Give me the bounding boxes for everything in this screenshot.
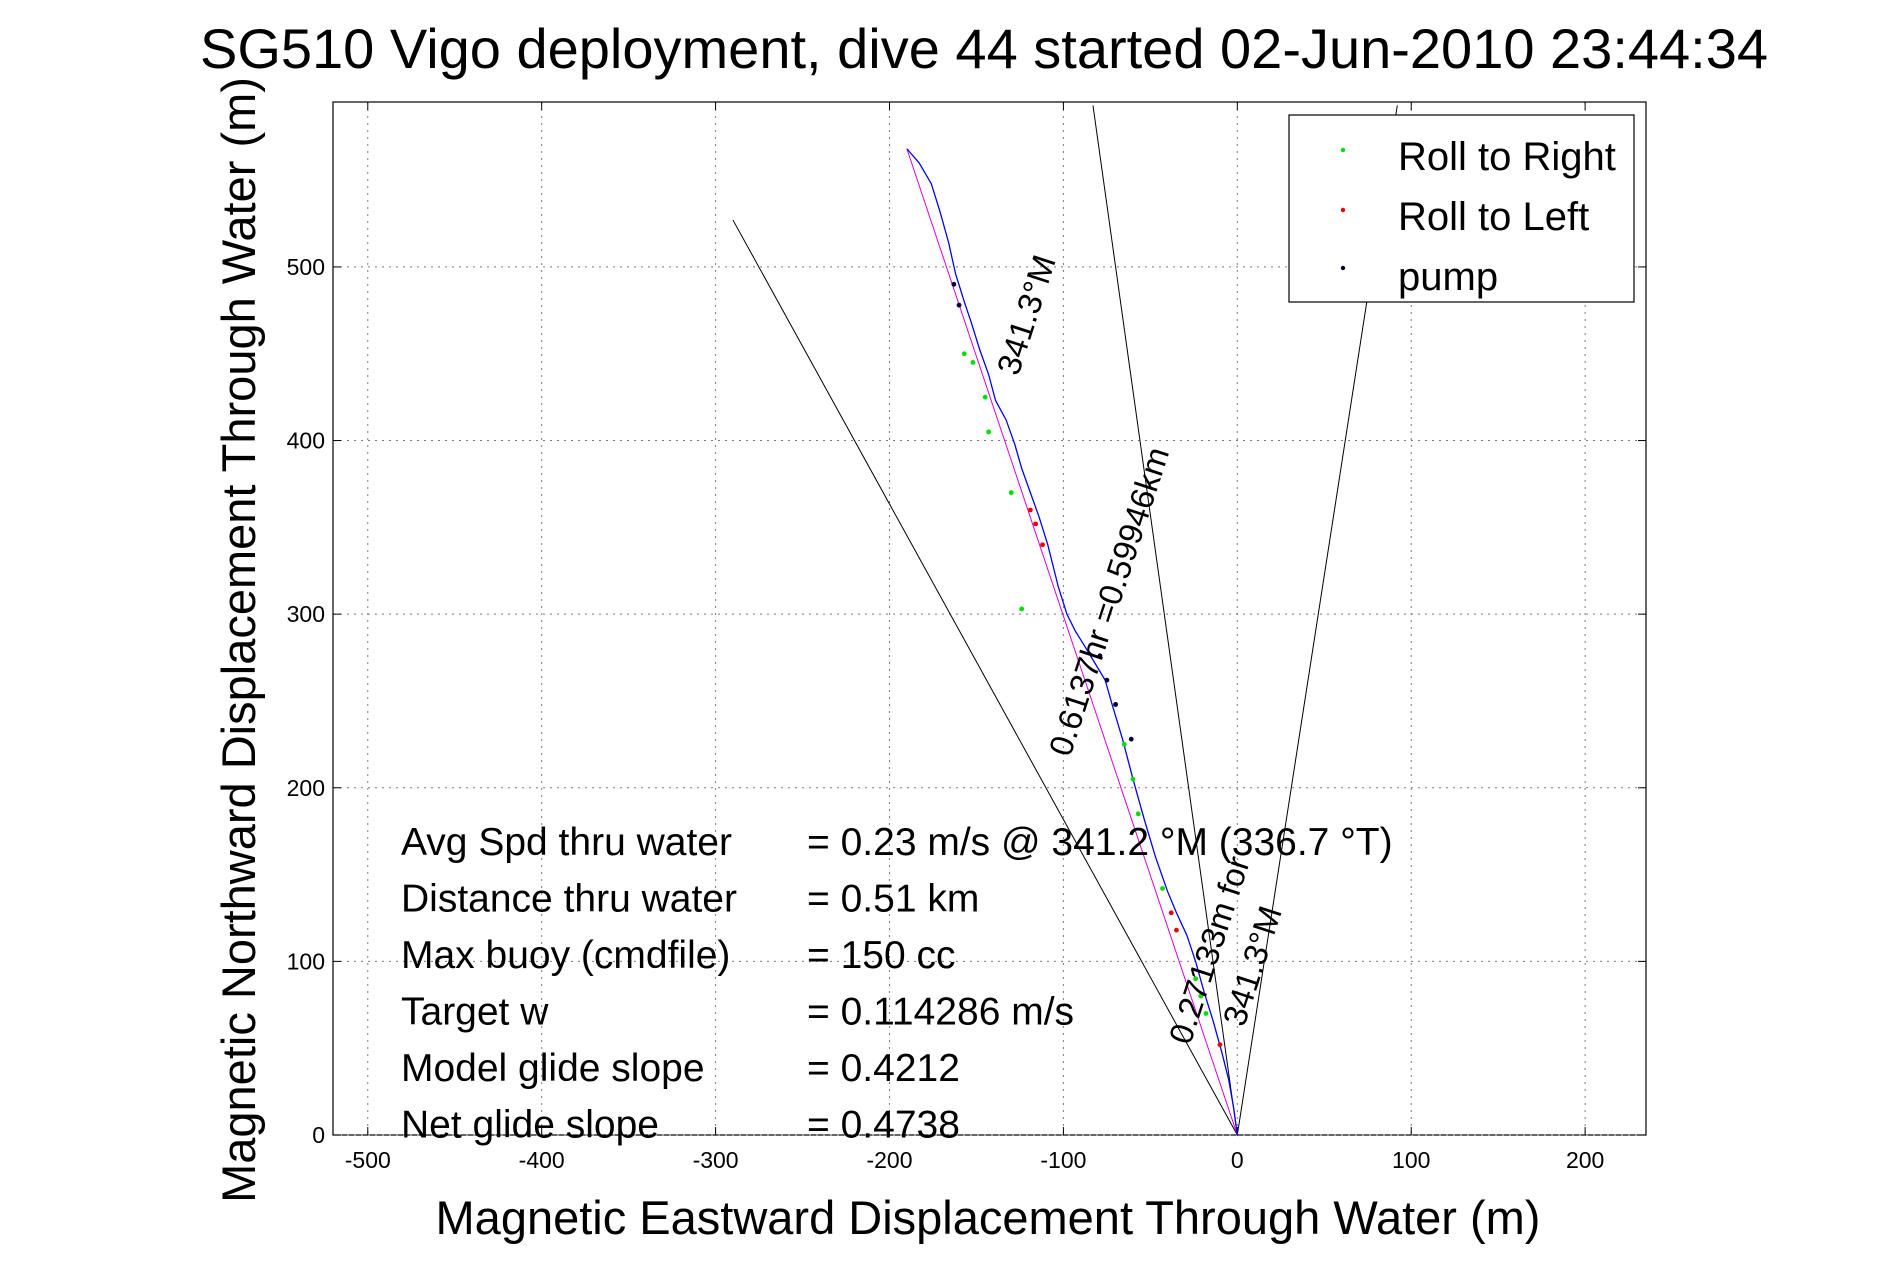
roll-left-marker (1040, 542, 1045, 548)
axis-ticks: -500 -400 -300 -200 -100 0 100 200 0 100 200 300 400… (287, 102, 1646, 1173)
roll-markers (951, 281, 1223, 1048)
stat-value: = 150 cc (807, 934, 956, 977)
y-tick-label: 300 (287, 601, 325, 627)
stats-block: Avg Spd thru water = 0.23 m/s @ 341.2 °M … (401, 821, 1393, 1147)
x-tick-label: 200 (1566, 1147, 1604, 1173)
roll-right-marker (1008, 490, 1014, 496)
x-axis-label: Magnetic Eastward Displacement Through W… (436, 1191, 1541, 1244)
x-tick-label: -400 (519, 1147, 565, 1173)
x-tick-label: -300 (693, 1147, 739, 1173)
series-lines (732, 105, 1398, 1137)
roll-left-marker (1217, 1042, 1223, 1048)
roll-left-marker (1033, 521, 1038, 527)
stat-value: = 0.4212 (807, 1047, 960, 1090)
roll-right-marker (961, 351, 967, 357)
stat-value: = 0.4738 (807, 1104, 960, 1147)
pump-marker (951, 281, 957, 287)
y-tick-label: 400 (287, 428, 325, 454)
pump-marker (1097, 653, 1103, 659)
roll-right-marker (1130, 776, 1136, 782)
stat-value: = 0.51 km (807, 878, 979, 921)
y-tick-label: 0 (312, 1122, 325, 1148)
stat-value: = 0.114286 m/s (807, 991, 1074, 1034)
roll-right-marker (1135, 811, 1141, 817)
y-tick-label: 500 (287, 254, 325, 280)
legend-pump-label: pump (1398, 255, 1498, 299)
roll-right-marker (1198, 993, 1204, 999)
roll-left-marker (1174, 927, 1179, 933)
x-tick-label: -100 (1040, 1147, 1086, 1173)
legend-pump-marker (1340, 265, 1346, 271)
roll-right-marker (1193, 976, 1198, 982)
glide-line (906, 148, 1238, 1136)
roll-left-marker (1027, 507, 1033, 513)
y-axis-label: Magnetic Northward Displacement Through … (212, 77, 265, 1203)
stat-label: Max buoy (cmdfile) (401, 934, 730, 977)
roll-left-marker (1168, 910, 1174, 916)
x-tick-label: 0 (1231, 1147, 1244, 1173)
y-tick-label: 100 (287, 948, 325, 974)
y-tick-label: 200 (287, 775, 325, 801)
roll-right-marker (1203, 1011, 1209, 1016)
stat-label: Distance thru water (401, 878, 737, 921)
pump-marker (956, 302, 962, 308)
legend-box (1288, 114, 1635, 303)
roll-right-marker (1121, 741, 1127, 747)
legend: Roll to Right Roll to Left pump (1288, 114, 1635, 303)
roll-right-marker (1019, 606, 1025, 612)
stat-label: Avg Spd thru water (401, 821, 732, 864)
legend-roll-right-marker (1340, 147, 1346, 153)
grid-lines (333, 102, 1646, 1136)
pump-marker (1104, 677, 1110, 683)
legend-roll-left-marker (1340, 207, 1346, 213)
roll-right-marker (1160, 886, 1165, 891)
roll-right-marker (982, 394, 988, 400)
legend-roll-right-label: Roll to Right (1398, 135, 1616, 179)
pump-marker (1113, 702, 1118, 707)
stat-label: Target w (401, 991, 549, 1034)
track-line (906, 148, 1238, 1136)
stat-value: = 0.23 m/s @ 341.2 °M (336.7 °T) (807, 821, 1393, 864)
roll-right-marker (986, 429, 992, 435)
reference-line (1092, 105, 1238, 1136)
chart-title: SG510 Vigo deployment, dive 44 started 0… (200, 17, 1768, 80)
x-tick-label: 100 (1392, 1147, 1430, 1173)
pump-marker (1128, 736, 1134, 742)
roll-right-marker (970, 360, 976, 365)
x-tick-label: -500 (345, 1147, 391, 1173)
stat-label: Net glide slope (401, 1104, 659, 1147)
x-tick-label: -200 (866, 1147, 912, 1173)
legend-roll-left-label: Roll to Left (1398, 195, 1589, 239)
stat-label: Model glide slope (401, 1047, 705, 1090)
